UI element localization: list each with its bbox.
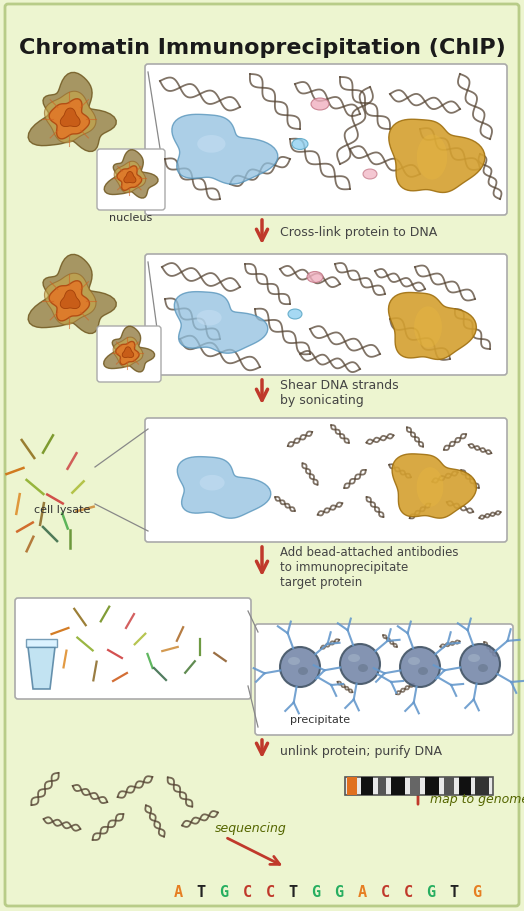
Polygon shape [392, 455, 476, 518]
FancyBboxPatch shape [97, 149, 165, 210]
Polygon shape [172, 115, 278, 185]
Polygon shape [28, 648, 55, 690]
Polygon shape [104, 150, 158, 199]
FancyBboxPatch shape [145, 418, 507, 542]
Ellipse shape [311, 99, 329, 111]
Ellipse shape [288, 657, 300, 665]
Text: G: G [473, 885, 482, 899]
FancyBboxPatch shape [425, 777, 439, 795]
Circle shape [400, 648, 440, 687]
Text: C: C [243, 885, 252, 899]
Polygon shape [45, 92, 96, 144]
Text: unlink protein; purify DNA: unlink protein; purify DNA [280, 744, 442, 758]
Text: G: G [311, 885, 321, 899]
FancyBboxPatch shape [475, 777, 489, 795]
Text: nucleus: nucleus [110, 213, 152, 223]
Polygon shape [417, 467, 443, 507]
Text: Add bead-attached antibodies
to immunoprecipitate
target protein: Add bead-attached antibodies to immunopr… [280, 546, 458, 589]
Polygon shape [196, 311, 222, 326]
FancyBboxPatch shape [255, 624, 513, 735]
Text: A: A [173, 885, 182, 899]
Polygon shape [104, 327, 155, 373]
Ellipse shape [408, 657, 420, 665]
FancyBboxPatch shape [347, 777, 357, 795]
Circle shape [280, 648, 320, 687]
Text: C: C [403, 885, 412, 899]
Text: Chromatin Immunoprecipitation (ChIP): Chromatin Immunoprecipitation (ChIP) [19, 38, 505, 58]
Ellipse shape [363, 169, 377, 179]
Text: map to genome: map to genome [430, 793, 524, 805]
Text: precipitate: precipitate [290, 714, 350, 724]
Polygon shape [28, 74, 116, 152]
FancyBboxPatch shape [361, 777, 373, 795]
Text: A: A [357, 885, 367, 899]
Text: G: G [220, 885, 228, 899]
FancyBboxPatch shape [410, 777, 420, 795]
Circle shape [340, 644, 380, 684]
Polygon shape [49, 99, 90, 139]
FancyBboxPatch shape [444, 777, 454, 795]
FancyBboxPatch shape [345, 777, 493, 795]
Ellipse shape [298, 667, 308, 675]
Ellipse shape [288, 310, 302, 320]
Polygon shape [389, 120, 485, 193]
Polygon shape [388, 293, 476, 360]
Polygon shape [122, 347, 134, 358]
Polygon shape [417, 136, 447, 180]
Text: Cross-link protein to DNA: Cross-link protein to DNA [280, 226, 437, 240]
Polygon shape [116, 342, 139, 365]
Ellipse shape [418, 667, 428, 675]
Circle shape [460, 644, 500, 684]
Polygon shape [28, 255, 116, 334]
Polygon shape [60, 291, 80, 309]
Polygon shape [60, 109, 80, 128]
Ellipse shape [358, 664, 368, 672]
Polygon shape [414, 307, 442, 348]
Polygon shape [177, 457, 271, 518]
FancyBboxPatch shape [5, 5, 519, 906]
Polygon shape [117, 167, 141, 191]
FancyBboxPatch shape [459, 777, 471, 795]
Polygon shape [45, 274, 96, 325]
Text: sequencing: sequencing [215, 821, 287, 834]
FancyBboxPatch shape [97, 327, 161, 383]
FancyBboxPatch shape [15, 599, 251, 700]
Text: T: T [196, 885, 205, 899]
Text: T: T [288, 885, 298, 899]
FancyBboxPatch shape [391, 777, 405, 795]
FancyBboxPatch shape [145, 255, 507, 375]
Ellipse shape [292, 139, 308, 150]
Polygon shape [113, 338, 143, 367]
Ellipse shape [307, 272, 323, 283]
Polygon shape [49, 281, 90, 322]
Text: T: T [450, 885, 458, 899]
Polygon shape [124, 172, 136, 184]
Text: G: G [334, 885, 344, 899]
Polygon shape [174, 292, 268, 353]
FancyBboxPatch shape [145, 65, 507, 216]
Text: C: C [380, 885, 389, 899]
Text: cell lysate: cell lysate [34, 505, 90, 515]
Polygon shape [200, 476, 225, 491]
Text: G: G [427, 885, 435, 899]
Text: C: C [266, 885, 275, 899]
Polygon shape [197, 136, 225, 154]
Ellipse shape [478, 664, 488, 672]
Text: Shear DNA strands
by sonicating: Shear DNA strands by sonicating [280, 379, 399, 406]
FancyBboxPatch shape [378, 777, 386, 795]
Ellipse shape [348, 654, 360, 662]
Polygon shape [114, 162, 146, 193]
Polygon shape [26, 640, 57, 648]
Ellipse shape [468, 654, 480, 662]
